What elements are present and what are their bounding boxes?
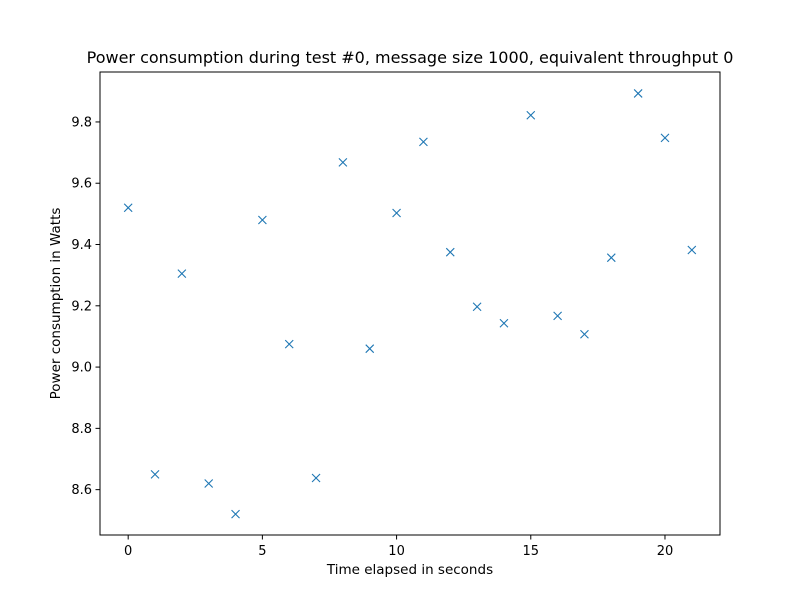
marker-stroke xyxy=(338,158,348,167)
data-point xyxy=(472,302,482,312)
marker-stroke xyxy=(419,137,428,147)
x-tick-label: 5 xyxy=(258,544,266,559)
marker-stroke xyxy=(392,208,401,218)
data-point xyxy=(177,269,187,279)
x-tick-label: 20 xyxy=(657,544,674,559)
marker-stroke xyxy=(445,247,455,257)
marker-stroke xyxy=(553,311,563,321)
marker-stroke xyxy=(150,469,160,479)
data-point xyxy=(338,158,348,167)
y-tick-label: 8.8 xyxy=(71,422,92,437)
data-point xyxy=(365,344,375,354)
x-axis-label: Time elapsed in seconds xyxy=(326,562,493,578)
data-point xyxy=(231,509,240,519)
marker-stroke xyxy=(687,245,697,255)
data-point xyxy=(257,215,267,225)
marker-stroke xyxy=(472,302,482,312)
data-point xyxy=(419,137,428,147)
data-point xyxy=(687,245,697,255)
marker-stroke xyxy=(365,344,375,354)
marker-stroke xyxy=(580,329,589,339)
data-point xyxy=(284,339,294,349)
marker-stroke xyxy=(284,339,294,349)
data-point xyxy=(204,479,214,488)
marker-stroke xyxy=(123,203,133,213)
plot-area-frame xyxy=(99,71,721,536)
data-point xyxy=(499,318,509,328)
y-tick-label: 9.6 xyxy=(71,177,92,192)
data-point xyxy=(311,473,321,483)
marker-stroke xyxy=(606,253,616,263)
data-point xyxy=(606,253,616,263)
data-point xyxy=(123,203,133,213)
data-point xyxy=(660,133,670,143)
y-axis-label: Power consumption in Watts xyxy=(48,208,64,400)
x-axis: 0 5 10 15 20 xyxy=(124,535,673,559)
y-tick-label: 8.6 xyxy=(71,483,92,498)
y-tick-label: 9.8 xyxy=(71,115,92,130)
data-point xyxy=(526,110,536,120)
marker-stroke xyxy=(257,215,267,225)
marker-stroke xyxy=(204,479,214,488)
y-tick-label: 9.0 xyxy=(71,361,92,376)
y-tick-label: 9.4 xyxy=(71,238,92,253)
data-point xyxy=(553,311,563,321)
marker-stroke xyxy=(499,318,509,328)
marker-stroke xyxy=(660,133,670,143)
marker-stroke xyxy=(526,110,536,120)
data-point xyxy=(392,208,401,218)
y-tick-label: 9.2 xyxy=(71,299,92,314)
y-axis: 8.6 8.8 9.0 9.2 9.4 9.6 9.8 xyxy=(71,115,100,498)
data-points xyxy=(123,89,697,519)
marker-stroke xyxy=(633,89,643,98)
data-point xyxy=(445,247,455,257)
x-tick-label: 0 xyxy=(124,544,132,559)
x-tick-label: 15 xyxy=(523,544,540,559)
x-tick-label: 10 xyxy=(388,544,405,559)
marker-stroke xyxy=(311,473,321,483)
marker-stroke xyxy=(177,269,187,279)
data-point xyxy=(150,469,160,479)
data-point xyxy=(633,89,643,98)
marker-stroke xyxy=(231,509,240,519)
chart-title: Power consumption during test #0, messag… xyxy=(87,48,734,67)
data-point xyxy=(580,329,589,339)
